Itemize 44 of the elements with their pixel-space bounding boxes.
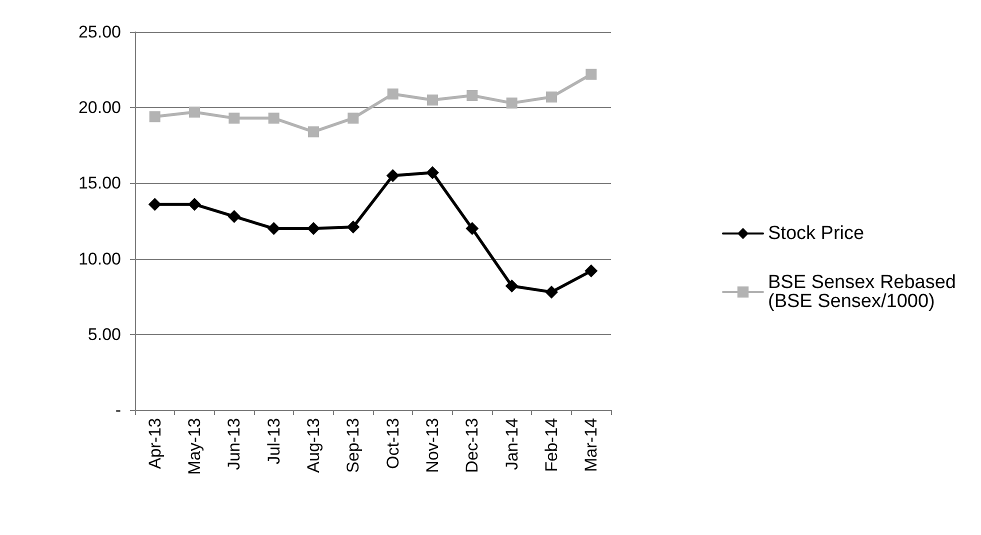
y-tick-label: 10.00 — [78, 249, 121, 268]
point — [228, 210, 241, 223]
point — [149, 111, 160, 122]
y-tick-label: 25.00 — [78, 22, 121, 42]
y-tick-label: 15.00 — [78, 174, 121, 193]
point — [466, 90, 478, 102]
legend-label: BSE Sensex Rebased (BSE Sensex/1000) — [768, 272, 956, 312]
point — [308, 126, 319, 138]
x-tick-label: Jul-13 — [264, 418, 284, 464]
point — [348, 112, 359, 124]
x-tick-label: Sep-13 — [344, 418, 363, 473]
point — [267, 222, 280, 236]
point — [584, 264, 598, 278]
point — [505, 280, 518, 293]
x-tick-label: Jun-13 — [224, 418, 244, 470]
x-tick-label: Jan-14 — [502, 418, 522, 470]
point — [387, 88, 398, 100]
point — [506, 98, 518, 109]
point — [545, 286, 558, 299]
x-tick-label: Dec-13 — [462, 418, 482, 473]
point — [346, 220, 360, 234]
point — [307, 222, 320, 236]
point — [386, 169, 400, 182]
x-tick-label: Feb-14 — [542, 418, 561, 472]
point — [427, 94, 438, 106]
y-tick-label: 20.00 — [78, 98, 121, 118]
x-tick-label: Oct-13 — [383, 418, 402, 470]
x-tick-label: Mar-14 — [582, 418, 601, 472]
y-tick-label: 5.00 — [88, 324, 121, 344]
point — [148, 198, 162, 211]
x-tick-label: Apr-13 — [145, 418, 164, 470]
x-tick-label: Aug-13 — [304, 418, 323, 473]
point — [466, 222, 479, 236]
legend-label: Stock Price — [768, 223, 864, 244]
point — [546, 92, 557, 103]
point — [228, 112, 240, 124]
x-tick-label: Nov-13 — [423, 418, 442, 473]
point — [426, 166, 439, 180]
point — [189, 106, 200, 118]
point — [188, 198, 201, 211]
point — [586, 68, 597, 80]
point — [268, 112, 280, 124]
y-tick-label: - — [115, 400, 121, 420]
x-tick-label: May-13 — [185, 418, 204, 475]
